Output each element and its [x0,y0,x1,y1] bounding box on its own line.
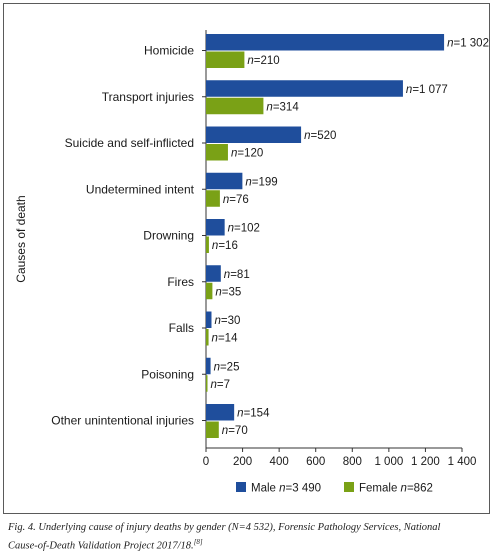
category-label: Suicide and self-inflicted [65,136,194,150]
caption-line-1: Fig. 4. Underlying cause of injury death… [8,522,441,533]
female-bar [206,51,245,68]
male-bar [206,126,302,143]
male-bar [206,357,211,375]
y-axis-title: Causes of death [14,195,28,282]
male-legend-label: Male n=3 490 [251,483,321,495]
category-label: Fires [167,275,194,289]
male-bar [206,311,212,328]
x-tick-label: 400 [270,456,289,468]
figure-frame: 0 200 400 600 800 1 000 1 200 1 400 Causes of de… [3,3,490,514]
female-bar [206,190,220,207]
female-legend-swatch [344,482,354,492]
category-label: Drowning [143,229,194,243]
male-data-label: n=30 [214,315,240,327]
female-bar [206,282,213,300]
female-bar [206,421,219,438]
male-data-label: n=81 [224,269,250,281]
male-data-label: n=1 302 [447,38,489,50]
female-data-label: n=35 [215,286,241,298]
category-label: Undetermined intent [86,182,195,196]
male-data-label: n=25 [214,361,240,373]
caption-line-2: Cause-of-Death Validation Project 2017/1… [8,540,194,552]
male-data-label: n=520 [304,130,336,142]
x-tick-label: 800 [343,456,362,468]
female-bar [206,329,209,346]
male-bar [206,80,403,97]
male-data-label: n=154 [237,408,270,420]
female-data-label: n=314 [266,101,299,113]
bar-chart: 0 200 400 600 800 1 000 1 200 1 400 Causes of de… [14,30,489,495]
x-tick-label: 1 000 [374,456,403,468]
female-data-label: n=16 [212,240,238,252]
male-bar [206,34,445,51]
female-bar [206,375,208,392]
x-tick-label: 200 [233,456,252,468]
male-bar [206,404,235,421]
category-label: Poisoning [141,367,194,381]
male-bar [206,172,243,190]
figure-caption: Fig. 4. Underlying cause of injury death… [8,520,488,554]
female-data-label: n=7 [211,379,231,391]
male-data-label: n=199 [245,176,277,188]
female-bar [206,144,228,161]
x-tick-label: 0 [203,456,209,468]
female-bar [206,236,209,253]
x-tick-label: 1 400 [448,456,477,468]
female-data-label: n=76 [223,194,249,206]
x-tick-label: 600 [306,456,325,468]
male-data-label: n=1 077 [406,84,448,96]
category-label: Other unintentional injuries [51,414,194,428]
male-bar [206,265,221,282]
male-legend-swatch [236,482,246,492]
female-data-label: n=14 [212,333,239,345]
female-data-label: n=70 [222,425,248,437]
female-legend-label: Female n=862 [359,483,433,495]
female-data-label: n=120 [231,148,263,160]
category-label: Homicide [144,44,194,58]
caption-reference: [8] [193,538,203,546]
male-bar [206,219,225,236]
x-tick-label: 1 200 [411,456,440,468]
female-bar [206,97,264,115]
category-label: Falls [169,321,194,335]
category-label: Transport injuries [102,90,194,104]
female-data-label: n=210 [247,55,279,67]
male-data-label: n=102 [228,223,260,235]
